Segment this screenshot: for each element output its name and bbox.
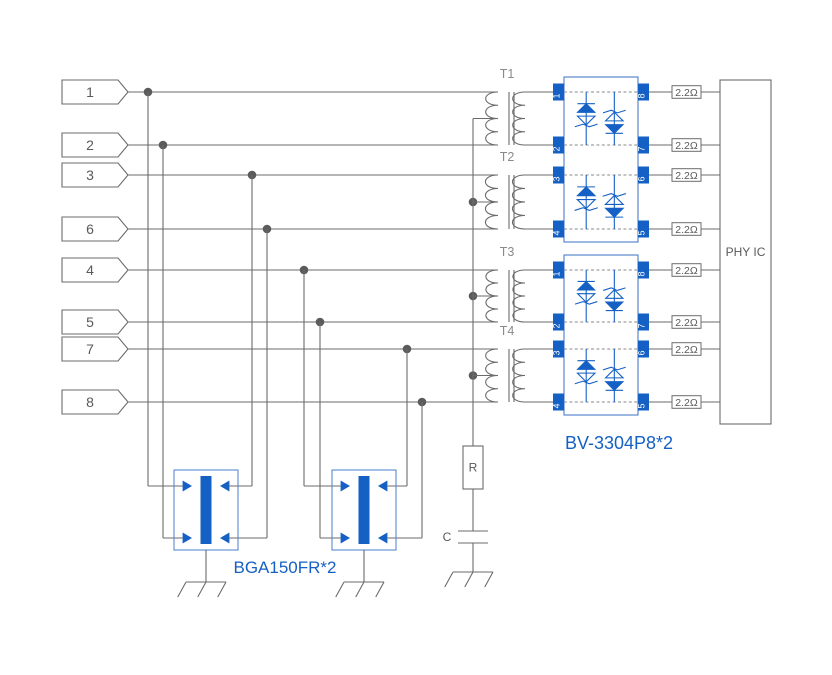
svg-text:5: 5 — [637, 403, 647, 408]
svg-text:T2: T2 — [500, 150, 515, 164]
svg-text:4: 4 — [86, 262, 94, 278]
svg-text:6: 6 — [637, 176, 647, 181]
svg-text:8: 8 — [637, 271, 647, 276]
svg-text:C: C — [443, 530, 452, 544]
svg-text:2: 2 — [86, 137, 94, 153]
svg-text:2.2Ω: 2.2Ω — [675, 170, 698, 182]
svg-text:2.2Ω: 2.2Ω — [675, 224, 698, 236]
svg-text:2.2Ω: 2.2Ω — [675, 265, 698, 277]
svg-text:1: 1 — [86, 84, 94, 100]
svg-text:5: 5 — [637, 230, 647, 235]
svg-text:8: 8 — [86, 394, 94, 410]
svg-text:BGA150FR*2: BGA150FR*2 — [234, 558, 337, 577]
svg-text:1: 1 — [552, 93, 562, 98]
svg-text:3: 3 — [86, 167, 94, 183]
svg-text:7: 7 — [86, 341, 94, 357]
svg-text:6: 6 — [86, 221, 94, 237]
svg-text:2: 2 — [552, 146, 562, 151]
svg-text:PHY IC: PHY IC — [726, 245, 766, 259]
svg-text:2.2Ω: 2.2Ω — [675, 344, 698, 356]
svg-text:2.2Ω: 2.2Ω — [675, 87, 698, 99]
svg-text:4: 4 — [552, 403, 562, 408]
svg-text:R: R — [469, 461, 478, 475]
svg-text:BV-3304P8*2: BV-3304P8*2 — [565, 433, 673, 453]
svg-text:1: 1 — [552, 271, 562, 276]
svg-text:2.2Ω: 2.2Ω — [675, 317, 698, 329]
svg-text:4: 4 — [552, 230, 562, 235]
svg-text:7: 7 — [637, 323, 647, 328]
svg-text:2: 2 — [552, 323, 562, 328]
svg-text:5: 5 — [86, 314, 94, 330]
svg-text:T4: T4 — [500, 324, 515, 338]
svg-text:3: 3 — [552, 176, 562, 181]
svg-text:T3: T3 — [500, 245, 515, 259]
svg-text:7: 7 — [637, 146, 647, 151]
svg-text:2.2Ω: 2.2Ω — [675, 397, 698, 409]
svg-text:3: 3 — [552, 350, 562, 355]
svg-text:8: 8 — [637, 93, 647, 98]
svg-text:T1: T1 — [500, 67, 515, 81]
svg-text:2.2Ω: 2.2Ω — [675, 140, 698, 152]
svg-text:6: 6 — [637, 350, 647, 355]
